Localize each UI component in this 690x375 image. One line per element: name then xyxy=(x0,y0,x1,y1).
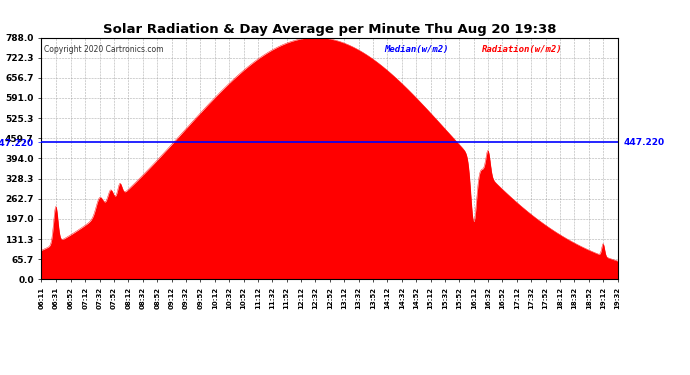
Text: 447.220: 447.220 xyxy=(623,138,664,147)
Text: Radiation(w/m2): Radiation(w/m2) xyxy=(482,45,563,54)
Title: Solar Radiation & Day Average per Minute Thu Aug 20 19:38: Solar Radiation & Day Average per Minute… xyxy=(103,23,556,36)
Text: Copyright 2020 Cartronics.com: Copyright 2020 Cartronics.com xyxy=(44,45,164,54)
Text: Median(w/m2): Median(w/m2) xyxy=(384,45,448,54)
